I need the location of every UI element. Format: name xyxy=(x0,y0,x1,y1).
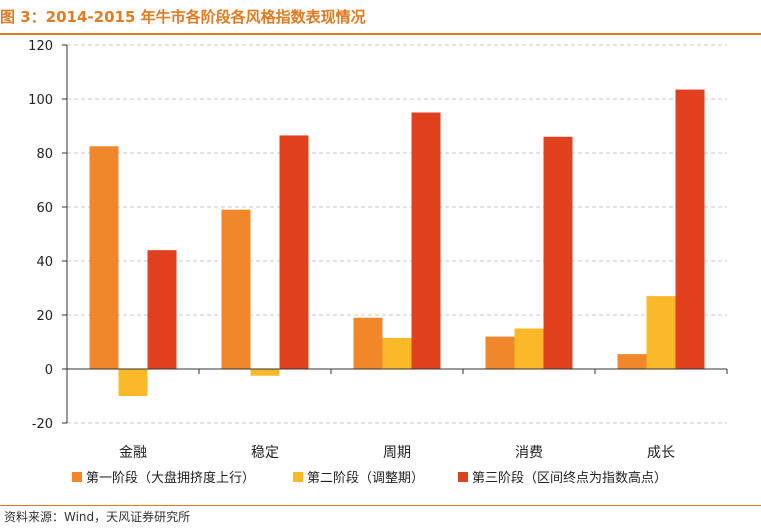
axis-labels: -20 0 20 40 60 80 100 120 金融 稳定 周期 消费 成长 xyxy=(28,39,675,461)
bar-chart: -20 0 20 40 60 80 100 120 金融 稳定 周期 消费 成长 第一阶段（大盘拥挤度上… xyxy=(28,39,728,486)
y-tick-label: 40 xyxy=(36,255,53,270)
y-tick-label: 60 xyxy=(36,201,53,216)
title-divider xyxy=(0,33,761,35)
bars xyxy=(89,89,705,396)
bar-3-1 xyxy=(514,328,544,369)
x-category-label: 金融 xyxy=(119,445,147,461)
bar-0-0 xyxy=(89,146,119,369)
bar-0-1 xyxy=(118,369,148,396)
x-category-label: 消费 xyxy=(515,445,543,461)
x-category-label: 周期 xyxy=(383,445,411,461)
y-tick-label: 80 xyxy=(36,147,53,162)
legend-label: 第三阶段（区间终点为指数高点） xyxy=(472,470,667,486)
y-tick-label: 0 xyxy=(45,363,53,378)
gridlines xyxy=(67,44,727,424)
y-tick-label: 100 xyxy=(28,93,53,108)
legend-label: 第二阶段（调整期） xyxy=(307,471,424,486)
source-note: 资料来源：Wind，天风证券研究所 xyxy=(4,510,191,524)
y-tick-label: 20 xyxy=(36,309,53,324)
y-tick-label: -20 xyxy=(32,417,53,432)
bar-3-2 xyxy=(543,136,573,369)
bar-4-1 xyxy=(646,296,676,369)
bar-4-0 xyxy=(617,354,647,369)
legend-swatch xyxy=(293,472,303,482)
footer-divider xyxy=(0,505,761,506)
x-category-label: 稳定 xyxy=(251,445,279,461)
axes xyxy=(62,44,728,424)
bar-1-2 xyxy=(279,135,309,369)
legend: 第一阶段（大盘拥挤度上行） 第二阶段（调整期） 第三阶段（区间终点为指数高点） xyxy=(72,470,667,486)
bar-2-0 xyxy=(353,317,383,369)
bar-1-0 xyxy=(221,209,251,369)
bar-1-1 xyxy=(250,369,280,376)
legend-swatch xyxy=(72,472,82,482)
bar-2-1 xyxy=(382,337,412,369)
legend-swatch xyxy=(458,472,468,482)
bar-4-2 xyxy=(675,89,705,370)
x-category-label: 成长 xyxy=(647,445,675,461)
legend-label: 第一阶段（大盘拥挤度上行） xyxy=(86,470,255,486)
bar-0-2 xyxy=(147,250,177,369)
bar-2-2 xyxy=(411,112,441,369)
figure-title: 图 3：2014-2015 年牛市各阶段各风格指数表现情况 xyxy=(0,8,366,26)
bar-3-0 xyxy=(485,336,515,369)
y-tick-label: 120 xyxy=(28,39,53,54)
